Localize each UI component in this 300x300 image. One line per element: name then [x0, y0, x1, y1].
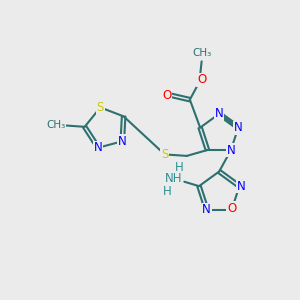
Text: N: N — [118, 135, 127, 148]
Text: NH: NH — [165, 172, 183, 185]
Text: N: N — [234, 121, 243, 134]
Text: S: S — [161, 148, 168, 161]
Text: H: H — [175, 161, 184, 174]
Text: S: S — [97, 101, 104, 114]
Text: N: N — [202, 203, 211, 216]
Text: O: O — [197, 74, 206, 86]
Text: O: O — [227, 202, 236, 215]
Text: O: O — [162, 89, 172, 102]
Text: N: N — [215, 107, 224, 120]
Text: N: N — [226, 143, 235, 157]
Text: CH₃: CH₃ — [46, 120, 66, 130]
Text: CH₃: CH₃ — [192, 47, 211, 58]
Text: H: H — [163, 184, 172, 198]
Text: N: N — [94, 141, 103, 154]
Text: N: N — [236, 180, 245, 193]
